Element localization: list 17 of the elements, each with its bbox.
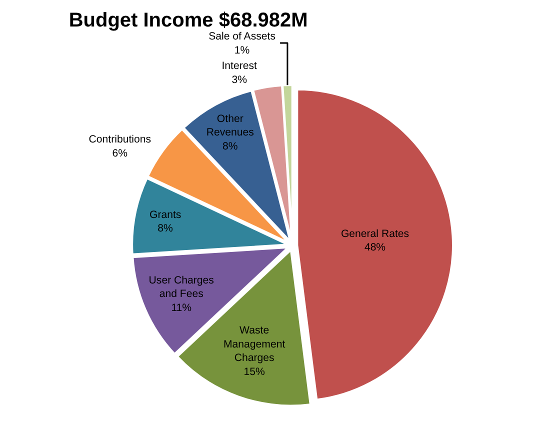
slice-label: Contributions bbox=[88, 134, 152, 146]
data-label: 8% bbox=[158, 222, 174, 235]
slice-label: Other Revenues bbox=[206, 112, 254, 139]
data-label: 3% bbox=[232, 74, 248, 86]
data-label: 6% bbox=[112, 147, 128, 160]
slice-label: Waste Management Charges bbox=[223, 324, 286, 364]
chart-title: Budget Income $68.982M bbox=[68, 10, 308, 32]
slice-label: Grants bbox=[149, 208, 182, 221]
slice-label: Sale of Assets bbox=[208, 30, 276, 43]
data-label: 11% bbox=[171, 302, 192, 314]
data-label: 15% bbox=[244, 366, 266, 378]
data-label: 8% bbox=[222, 140, 238, 152]
data-label: 1% bbox=[234, 44, 250, 56]
slice-label: General Rates bbox=[340, 228, 410, 240]
slice-label: User Charges and Fees bbox=[148, 274, 214, 300]
data-label: 48% bbox=[364, 242, 386, 254]
slice-label: Interest bbox=[222, 60, 258, 72]
